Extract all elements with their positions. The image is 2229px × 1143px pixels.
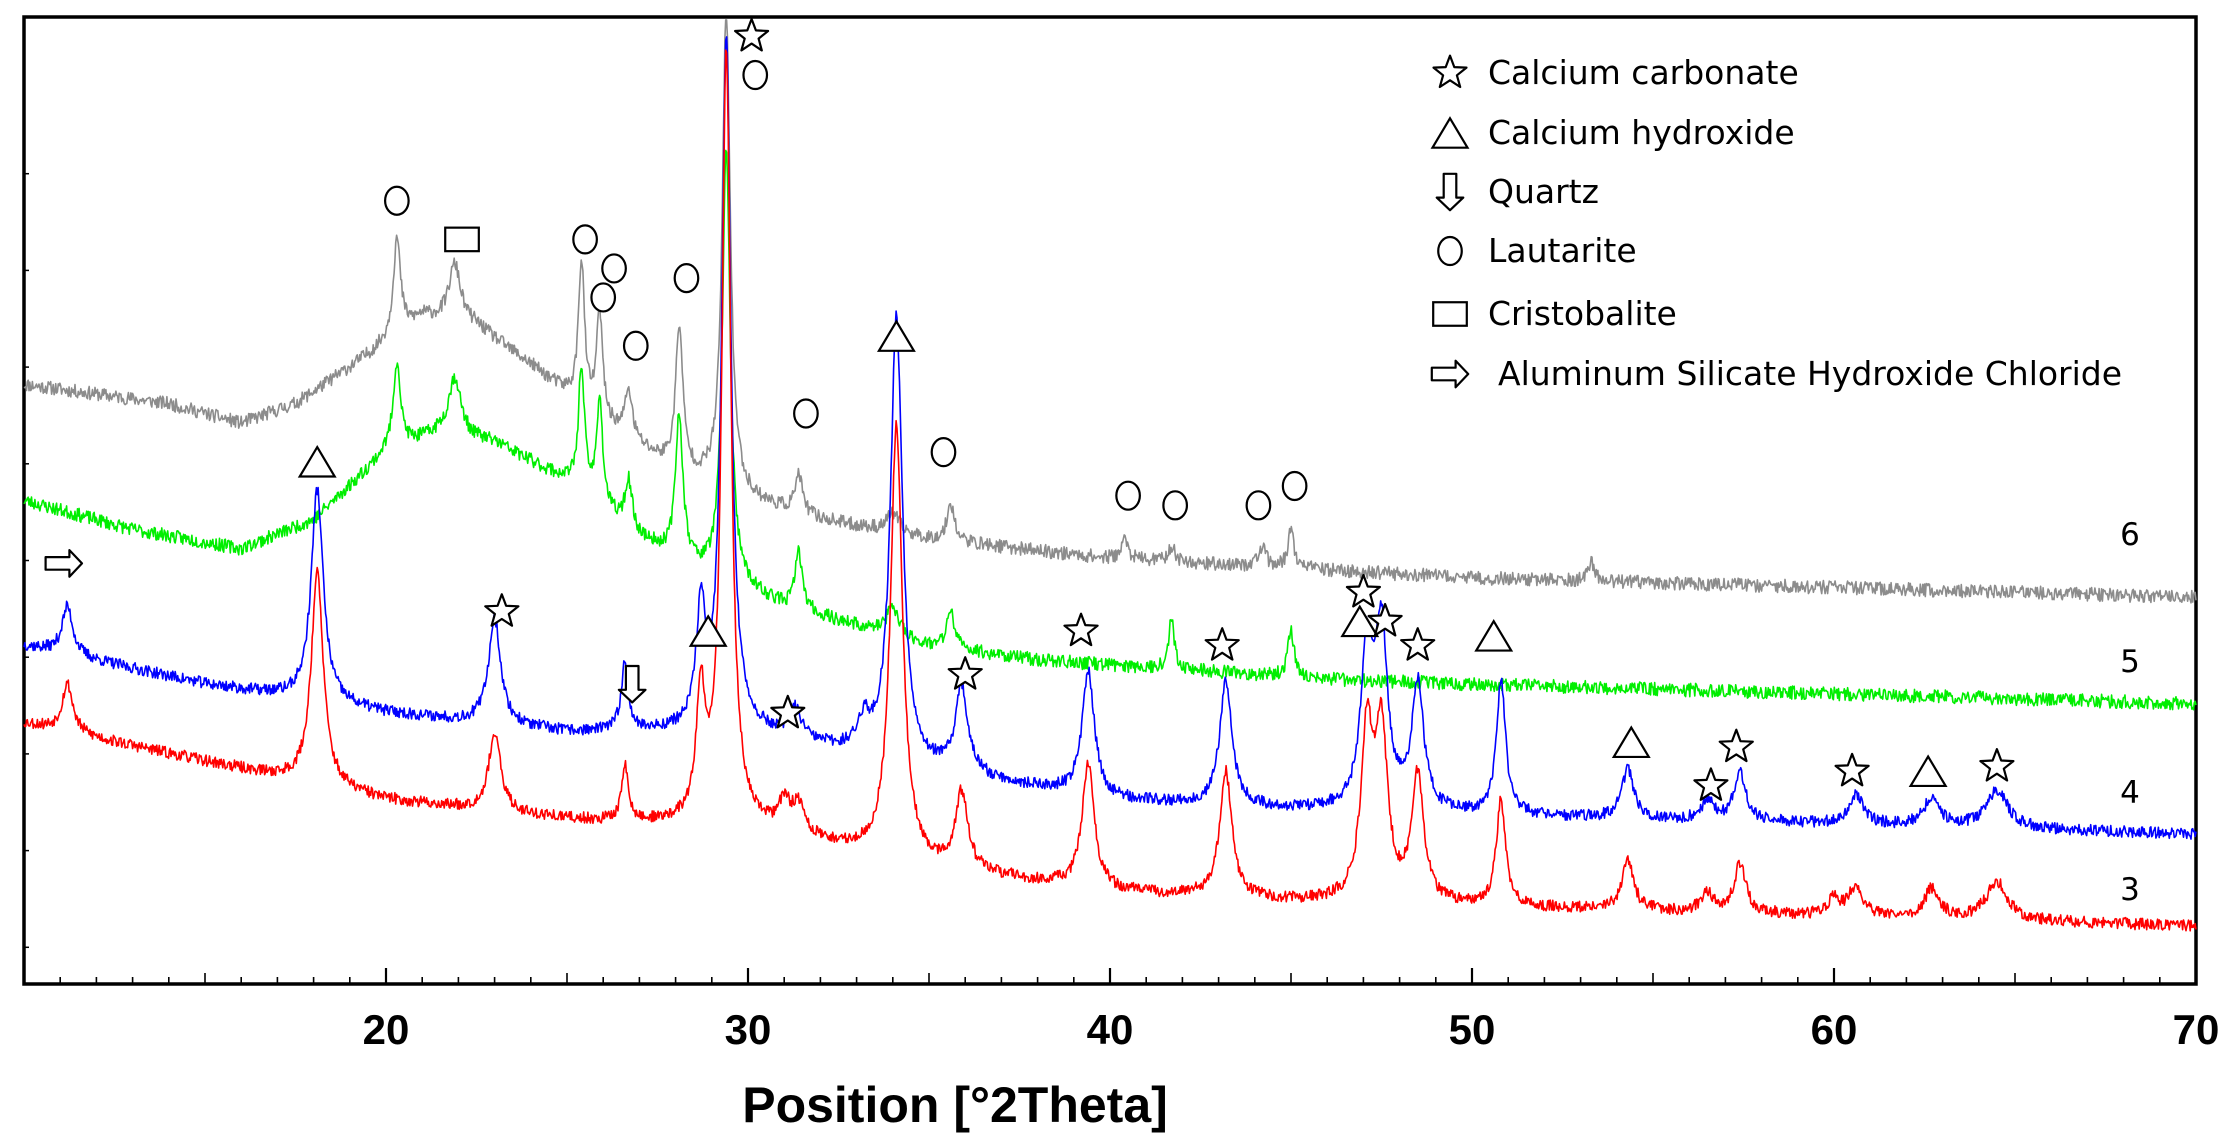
legend-label: Quartz	[1488, 172, 1599, 211]
curve-label-3: 3	[2120, 872, 2140, 908]
annotation-star-icon	[1204, 627, 1240, 661]
phase-annotations	[44, 17, 2015, 801]
annotation-triangle-icon	[876, 319, 916, 352]
annotation-star-icon	[1834, 752, 1870, 787]
legend-item: Lautarite	[1437, 231, 1637, 270]
x-tick-label: 70	[2173, 1006, 2220, 1053]
annotation-star-icon	[1400, 627, 1436, 661]
annotation-circle-icon	[622, 330, 649, 361]
annotation-circle-icon	[1245, 490, 1272, 521]
curve-label-6: 6	[2120, 517, 2140, 553]
curve-label-4: 4	[2120, 775, 2140, 811]
series-line-4	[23, 36, 2197, 840]
x-tick-label: 50	[1449, 1006, 1496, 1053]
annotation-circle-icon	[572, 224, 598, 255]
annotation-star-icon	[770, 694, 806, 729]
annotation-square-icon	[444, 226, 480, 253]
annotation-circle-icon	[1162, 490, 1189, 521]
legend-label: Calcium hydroxide	[1488, 113, 1795, 152]
legend-square-icon	[1432, 301, 1468, 327]
annotation-star-icon	[1063, 612, 1099, 647]
annotation-star-icon	[1367, 602, 1403, 637]
series-line-5	[23, 149, 2197, 711]
series-layer	[23, 19, 2197, 932]
x-axis-title: Position [°2Theta]	[742, 1077, 1168, 1133]
legend-item: Cristobalite	[1432, 294, 1677, 333]
annotation-star-icon	[1979, 747, 2015, 782]
annotation-star-icon	[733, 17, 770, 52]
legend-star-icon	[1432, 54, 1468, 89]
annotation-triangle-icon	[1611, 725, 1651, 759]
legend-item: Quartz	[1435, 172, 1599, 212]
annotation-circle-icon	[673, 262, 700, 294]
legend-item: Aluminum Silicate Hydroxide Chloride	[1430, 354, 2122, 393]
annotation-circle-icon	[601, 253, 627, 284]
annotation-star-icon	[947, 656, 983, 690]
annotation-triangle-icon	[297, 444, 337, 478]
annotation-circle-icon	[1115, 480, 1141, 511]
x-tick-label: 20	[363, 1006, 410, 1053]
x-axis: 20 30 40 50 60 70	[24, 172, 2220, 1053]
legend-down-arrow-icon	[1435, 172, 1465, 212]
legend: Calcium carbonate Calcium hydroxide Quartz…	[1430, 53, 2122, 393]
legend-item: Calcium carbonate	[1432, 53, 1799, 92]
annotation-right-arrow-icon	[44, 548, 84, 578]
legend-triangle-icon	[1430, 116, 1470, 149]
annotation-star-icon	[1345, 573, 1382, 608]
legend-item: Calcium hydroxide	[1430, 113, 1795, 152]
annotation-star-icon	[1718, 728, 1754, 763]
x-tick-label: 60	[1811, 1006, 1858, 1053]
legend-label: Lautarite	[1488, 231, 1637, 270]
annotation-triangle-icon	[1474, 619, 1514, 652]
x-tick-label: 30	[725, 1006, 772, 1053]
plot-frame	[22, 15, 2198, 986]
curve-label-5: 5	[2120, 644, 2140, 680]
annotation-circle-icon	[742, 59, 769, 91]
annotation-circle-icon	[590, 282, 617, 313]
legend-label: Calcium carbonate	[1488, 53, 1799, 92]
x-tick-label: 40	[1087, 1006, 1134, 1053]
series-line-6	[23, 19, 2197, 604]
legend-right-arrow-icon	[1430, 359, 1470, 389]
annotation-down-arrow-icon	[617, 664, 647, 704]
legend-label: Aluminum Silicate Hydroxide Chloride	[1498, 354, 2122, 393]
annotation-circle-icon	[1281, 470, 1308, 502]
annotation-triangle-icon	[1908, 754, 1948, 788]
series-line-3	[23, 49, 2197, 932]
annotation-triangle-icon	[1340, 604, 1380, 638]
annotation-circle-icon	[930, 437, 957, 468]
legend-label: Cristobalite	[1488, 294, 1677, 333]
annotation-circle-icon	[383, 185, 410, 216]
annotation-circle-icon	[793, 398, 819, 429]
annotation-triangle-icon	[688, 614, 728, 647]
legend-circle-icon	[1437, 235, 1463, 267]
annotation-star-icon	[1693, 767, 1729, 801]
annotation-star-icon	[484, 593, 520, 627]
curve-labels: 6 5 4 3	[2120, 517, 2140, 908]
